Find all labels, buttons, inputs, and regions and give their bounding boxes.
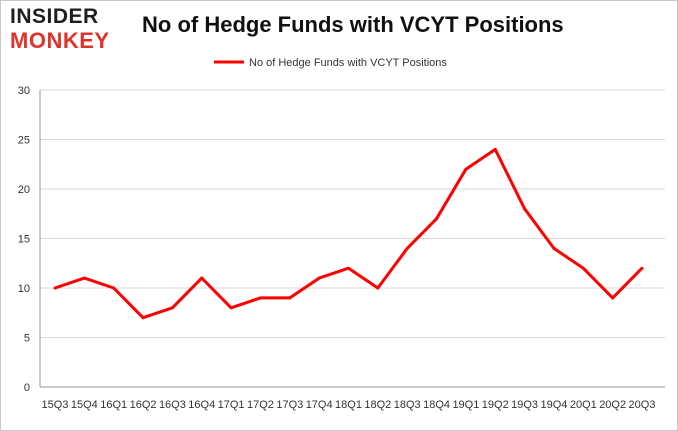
- x-tick-label: 16Q4: [188, 399, 215, 411]
- data-point: [581, 266, 585, 270]
- x-tick-label: 16Q1: [100, 399, 127, 411]
- logo-line-1: INSIDER: [10, 5, 99, 28]
- x-tick-label: 18Q1: [335, 399, 362, 411]
- data-point: [347, 266, 350, 270]
- legend: No of Hedge Funds with VCYT Positions: [214, 57, 447, 69]
- insider-monkey-logo: INSIDER MONKEY: [10, 6, 128, 56]
- y-tick-label: 20: [18, 184, 30, 196]
- data-point: [82, 276, 86, 280]
- data-point: [53, 286, 57, 290]
- x-tick-label: 16Q2: [130, 399, 157, 411]
- data-point: [523, 207, 527, 211]
- y-tick-label: 10: [18, 283, 30, 295]
- grid-lines: [40, 89, 665, 338]
- data-point: [611, 296, 615, 300]
- data-point: [464, 167, 468, 171]
- data-point: [258, 296, 262, 300]
- data-point: [112, 286, 116, 290]
- legend-label: No of Hedge Funds with VCYT Positions: [249, 57, 447, 69]
- y-tick-label: 5: [24, 333, 30, 345]
- data-point: [435, 217, 439, 221]
- x-tick-label: 17Q3: [276, 399, 303, 411]
- y-tick-label: 15: [18, 234, 30, 246]
- y-tick-label: 30: [18, 85, 30, 97]
- data-point: [229, 306, 233, 310]
- data-point: [288, 296, 292, 300]
- x-tick-label: 17Q2: [247, 399, 274, 411]
- data-point: [493, 147, 497, 151]
- x-tick-label: 20Q1: [570, 399, 597, 411]
- x-tick-label: 18Q4: [423, 399, 450, 411]
- chart-title: No of Hedge Funds with VCYT Positions: [142, 12, 564, 37]
- logo-line-2: MONKEY: [10, 28, 110, 53]
- x-tick-label: 19Q3: [511, 399, 538, 411]
- data-point: [376, 286, 380, 290]
- x-axis-ticks: 15Q3 15Q4 16Q1 16Q2 16Q3 16Q4 17Q1 17Q2 17Q3 17Q4…: [42, 399, 656, 411]
- x-tick-label: 15Q4: [71, 399, 98, 411]
- data-point: [141, 316, 145, 320]
- y-tick-label: 0: [24, 382, 30, 394]
- series-points: [53, 147, 644, 320]
- series-line: [54, 147, 644, 320]
- y-axis-ticks: 0 5 10 15 20 25 30: [18, 85, 30, 394]
- data-point: [200, 276, 204, 280]
- x-tick-label: 19Q1: [452, 399, 479, 411]
- data-point: [170, 306, 174, 310]
- x-tick-label: 17Q4: [306, 399, 333, 411]
- data-point: [405, 246, 409, 250]
- x-tick-label: 19Q2: [482, 399, 509, 411]
- x-tick-label: 19Q4: [540, 399, 567, 411]
- x-tick-label: 20Q3: [629, 399, 656, 411]
- x-tick-label: 18Q2: [364, 399, 391, 411]
- y-tick-label: 25: [18, 135, 30, 147]
- x-tick-label: 20Q2: [599, 399, 626, 411]
- x-tick-label: 18Q3: [394, 399, 421, 411]
- data-point: [640, 266, 644, 270]
- x-tick-label: 17Q1: [218, 399, 245, 411]
- data-point: [317, 276, 321, 280]
- x-tick-label: 15Q3: [42, 399, 69, 411]
- x-tick-label: 16Q3: [159, 399, 186, 411]
- data-point: [552, 246, 556, 250]
